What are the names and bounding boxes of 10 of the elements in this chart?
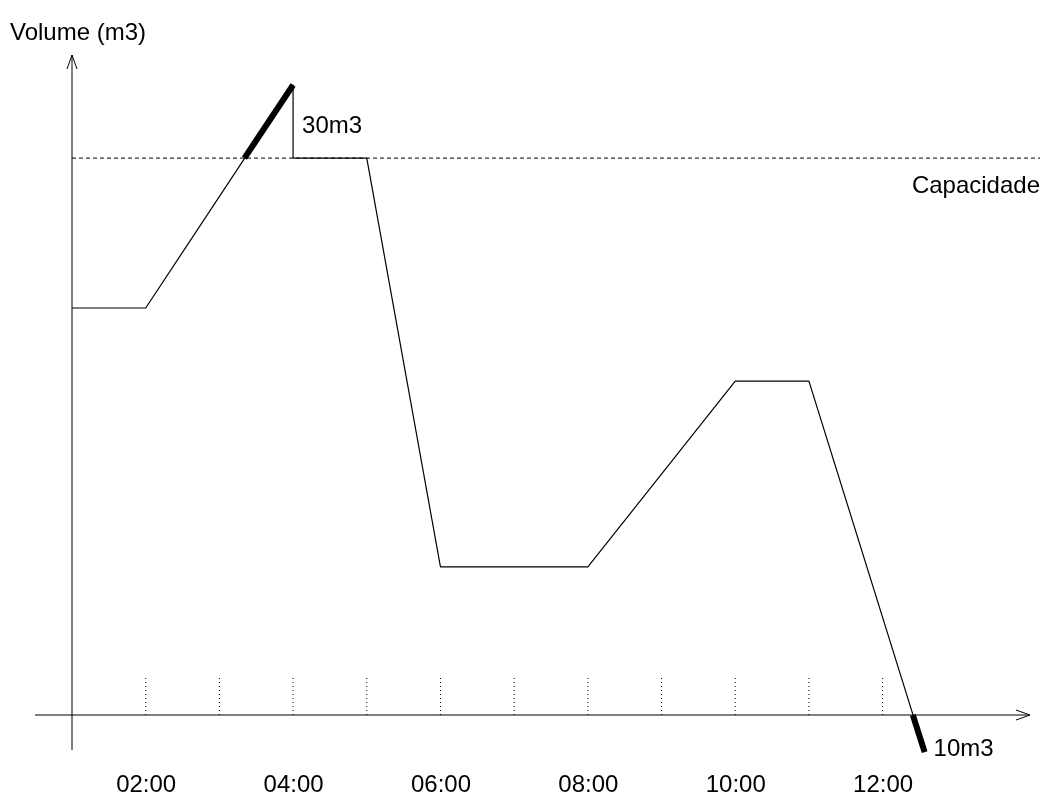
x-tick-label: 02:00 <box>116 770 177 796</box>
ref-line-label: Capacidade <box>911 171 1040 199</box>
y-axis-title: Volume (m3) <box>10 18 147 45</box>
x-tick-label: 04:00 <box>263 770 324 796</box>
annotation: 30m3 <box>302 111 363 139</box>
x-tick-label: 12:00 <box>853 770 914 796</box>
x-tick-label: 06:00 <box>410 770 471 796</box>
x-tick-label: 08:00 <box>558 770 619 796</box>
annotation: 10m3 <box>933 734 994 762</box>
x-tick-label: 10:00 <box>705 770 766 796</box>
